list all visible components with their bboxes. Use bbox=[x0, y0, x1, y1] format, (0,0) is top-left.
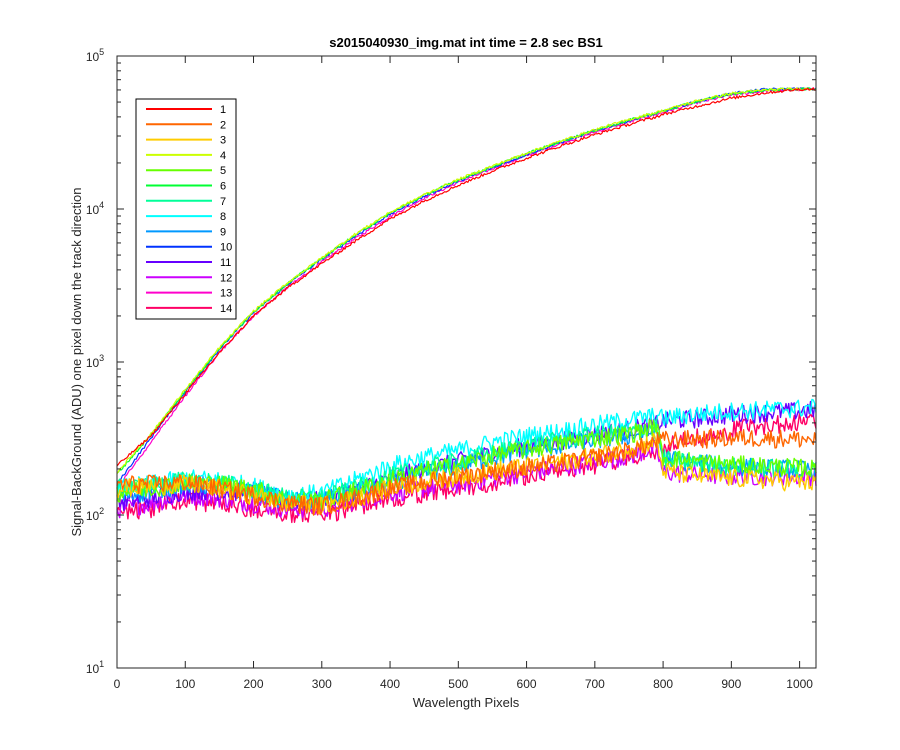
series-line-5 bbox=[116, 419, 817, 511]
legend-label-3: 3 bbox=[220, 135, 226, 147]
x-tick-label: 700 bbox=[585, 677, 605, 691]
x-tick-label: 500 bbox=[448, 677, 468, 691]
series-line-7 bbox=[116, 418, 817, 506]
legend-label-5: 5 bbox=[220, 165, 226, 177]
legend-label-8: 8 bbox=[220, 211, 226, 223]
series-layer bbox=[116, 87, 817, 524]
x-tick-label: 1000 bbox=[786, 677, 813, 691]
legend-label-11: 11 bbox=[220, 257, 231, 269]
series-line-8 bbox=[116, 398, 817, 505]
series-line-4 bbox=[116, 87, 817, 474]
legend-box bbox=[135, 98, 237, 320]
legend-label-7: 7 bbox=[220, 196, 226, 208]
y-axis-label: Signal-BackGround (ADU) one pixel down t… bbox=[69, 187, 84, 536]
x-tick-label: 900 bbox=[721, 677, 741, 691]
x-tick-label: 800 bbox=[653, 677, 673, 691]
legend-label-9: 9 bbox=[220, 226, 226, 238]
x-tick-label: 100 bbox=[175, 677, 195, 691]
legend-label-14: 14 bbox=[220, 303, 232, 315]
x-tick-label: 300 bbox=[312, 677, 332, 691]
x-tick-label: 200 bbox=[244, 677, 264, 691]
chart-title: s2015040930_img.mat int time = 2.8 sec B… bbox=[329, 35, 603, 50]
legend-label-2: 2 bbox=[220, 119, 226, 131]
legend-label-10: 10 bbox=[220, 242, 232, 254]
legend-label-6: 6 bbox=[220, 181, 226, 193]
legend-label-12: 12 bbox=[220, 272, 232, 284]
x-tick-label: 0 bbox=[114, 677, 121, 691]
legend-label-4: 4 bbox=[220, 150, 226, 162]
x-tick-label: 600 bbox=[517, 677, 537, 691]
series-line-2 bbox=[116, 428, 817, 516]
legend-label-1: 1 bbox=[220, 104, 226, 116]
series-line-1 bbox=[116, 87, 817, 467]
legend-label-13: 13 bbox=[220, 288, 232, 300]
x-axis-label: Wavelength Pixels bbox=[413, 695, 520, 710]
x-tick-label: 400 bbox=[380, 677, 400, 691]
